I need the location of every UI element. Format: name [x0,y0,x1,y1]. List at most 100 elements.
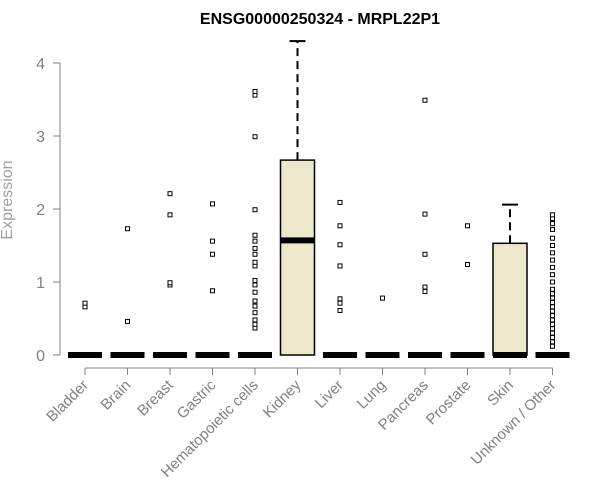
box-gastric [195,201,230,358]
box-pancreas [408,97,442,358]
outlier-point [550,212,555,218]
outlier-point [550,272,555,278]
outlier-point [550,291,555,297]
outlier-point [550,317,555,323]
median-line [153,352,187,358]
outlier-point [337,263,343,269]
outlier-point [465,223,470,229]
outlier-point [252,278,258,284]
x-tick-label: Liver [312,377,347,412]
outlier-point [125,318,130,324]
box-body [492,242,528,356]
box-body [279,159,316,356]
x-tick-label: Kidney [260,376,305,421]
box-prostate [450,223,485,358]
x-tick-label: Bladder [43,377,92,426]
median-line [238,352,272,358]
outlier-point [550,243,555,248]
outlier-point [252,259,258,265]
outlier-point [550,257,555,263]
median-line [195,352,230,358]
outlier-point [422,251,428,257]
median-line [323,352,357,358]
box-hematopoietic-cells [238,88,272,358]
median-line [365,352,400,358]
outlier-point [210,238,215,244]
outlier-point [550,308,555,314]
y-tick-label: 1 [36,275,45,292]
x-tick-label: Breast [134,376,177,419]
outlier-point [82,300,88,306]
outlier-point [252,232,258,238]
plot-area [68,40,570,358]
x-tick-label: Brain [98,377,135,414]
outlier-point [380,295,385,301]
outlier-point [550,304,555,310]
outlier-point [210,288,215,294]
outlier-point [550,295,555,301]
median-line [535,352,570,358]
x-tick-label: Lung [354,377,390,413]
outlier-point [167,191,173,197]
outlier-point [337,242,343,248]
box-liver [323,199,357,358]
outlier-point [210,201,215,207]
y-tick-label: 2 [36,202,45,219]
outlier-point [550,343,555,349]
outlier-point [252,245,258,251]
outlier-point [337,296,343,302]
outlier-point [550,326,555,332]
box-lung [365,295,400,358]
outlier-point [550,279,555,285]
outlier-point [125,226,130,232]
median-line [280,237,315,244]
outlier-point [337,199,343,205]
box-kidney [279,40,316,356]
median-line [68,352,102,358]
outlier-point [252,321,258,327]
outlier-point [550,286,555,292]
outlier-point [550,321,555,327]
outlier-point [550,235,555,241]
box-skin [492,203,528,358]
outlier-point [252,207,258,213]
outlier-point [422,97,428,103]
x-tick-label: Skin [484,377,517,410]
outlier-point [465,261,470,267]
median-line [450,352,485,358]
outlier-point [550,330,555,336]
outlier-point [550,313,555,319]
outlier-point [252,310,258,316]
outlier-point [252,317,258,323]
median-line [110,352,145,358]
outlier-point [550,226,555,232]
outlier-point [252,88,258,94]
outlier-point [252,251,258,257]
box-bladder [68,300,102,358]
y-axis-label: Expression [0,160,16,239]
box-unknown-other [535,212,570,358]
outlier-point [337,307,343,313]
outlier-point [252,298,258,304]
outlier-point [550,299,555,305]
outlier-point [252,303,258,309]
outlier-point [167,280,173,286]
box-brain [110,226,145,358]
chart-title: ENSG00000250324 - MRPL22P1 [200,11,440,28]
outlier-point [167,212,173,218]
outlier-point [252,238,258,244]
outlier-point [252,134,258,140]
outlier-point [550,264,555,270]
outlier-point [550,334,555,340]
outlier-point [550,339,555,345]
y-tick-label: 0 [36,348,45,365]
outlier-point [252,282,258,288]
outlier-point [252,289,258,295]
outlier-point [422,211,428,217]
outlier-point [550,221,555,227]
y-tick-label: 4 [36,56,45,73]
outlier-point [337,300,343,306]
box-breast [153,191,187,358]
outlier-point [422,288,428,294]
